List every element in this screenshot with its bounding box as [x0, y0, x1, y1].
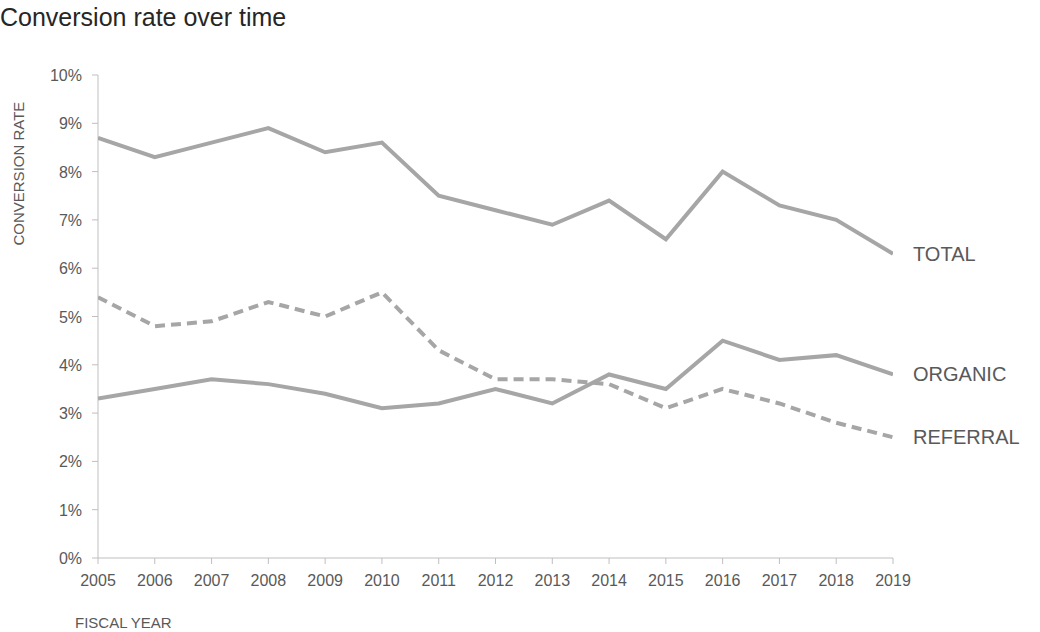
x-tick-label: 2006 [137, 572, 173, 589]
x-tick [722, 558, 723, 564]
x-tick [154, 558, 155, 564]
y-tick-label: 3% [59, 405, 82, 422]
x-tick-label: 2014 [591, 572, 627, 589]
y-tick-label: 2% [59, 453, 82, 470]
series-line [98, 341, 893, 409]
x-tick [495, 558, 496, 564]
x-tick [779, 558, 780, 564]
x-tick-label: 2017 [762, 572, 798, 589]
x-tick [893, 558, 894, 564]
x-tick [438, 558, 439, 564]
title: Conversion rate over time [0, 3, 286, 31]
y-tick-label: 9% [59, 115, 82, 132]
y-tick-label: 0% [59, 550, 82, 567]
y-tick [92, 558, 98, 559]
x-tick [98, 558, 99, 564]
x-tick-label: 2008 [251, 572, 287, 589]
y-tick-label: 7% [59, 212, 82, 229]
series-label: TOTAL [913, 243, 976, 265]
x-tick-label: 2015 [648, 572, 684, 589]
x-tick-label: 2005 [80, 572, 116, 589]
y-tick [92, 268, 98, 269]
y-tick [92, 123, 98, 124]
x-tick [325, 558, 326, 564]
x-axis-label: FISCAL YEAR [75, 614, 172, 631]
x-tick-label: 2016 [705, 572, 741, 589]
plot-area [98, 128, 893, 437]
y-tick [92, 413, 98, 414]
x-tick-label: 2009 [307, 572, 343, 589]
y-tick-label: 5% [59, 309, 82, 326]
x-tick-label: 2018 [818, 572, 854, 589]
y-tick-label: 1% [59, 502, 82, 519]
x-tick [609, 558, 610, 564]
series-line [98, 292, 893, 437]
x-tick-label: 2011 [422, 572, 457, 589]
x-tick [552, 558, 553, 564]
series-label: REFERRAL [913, 426, 1020, 448]
y-tick-label: 10% [50, 67, 82, 84]
y-tick [92, 461, 98, 462]
series-label: ORGANIC [913, 363, 1006, 385]
y-axis-label: CONVERSION RATE [10, 102, 27, 246]
y-tick [92, 75, 98, 76]
x-tick-label: 2012 [478, 572, 514, 589]
y-tick-label: 4% [59, 357, 82, 374]
x-tick-label: 2010 [364, 572, 400, 589]
x-tick [836, 558, 837, 564]
x-tick [665, 558, 666, 564]
x-tick [381, 558, 382, 564]
y-tick-label: 8% [59, 164, 82, 181]
chart: Conversion rate over time CONVERSION RATE… [0, 0, 1040, 632]
y-tick [92, 316, 98, 317]
y-tick [92, 171, 98, 172]
x-tick [268, 558, 269, 564]
y-tick [92, 219, 98, 220]
y-tick [92, 364, 98, 365]
x-tick [211, 558, 212, 564]
x-tick-label: 2013 [534, 572, 570, 589]
x-tick-label: 2019 [875, 572, 911, 589]
y-tick [92, 509, 98, 510]
y-tick-label: 6% [59, 260, 82, 277]
series-line [98, 128, 893, 254]
x-tick-label: 2007 [194, 572, 230, 589]
